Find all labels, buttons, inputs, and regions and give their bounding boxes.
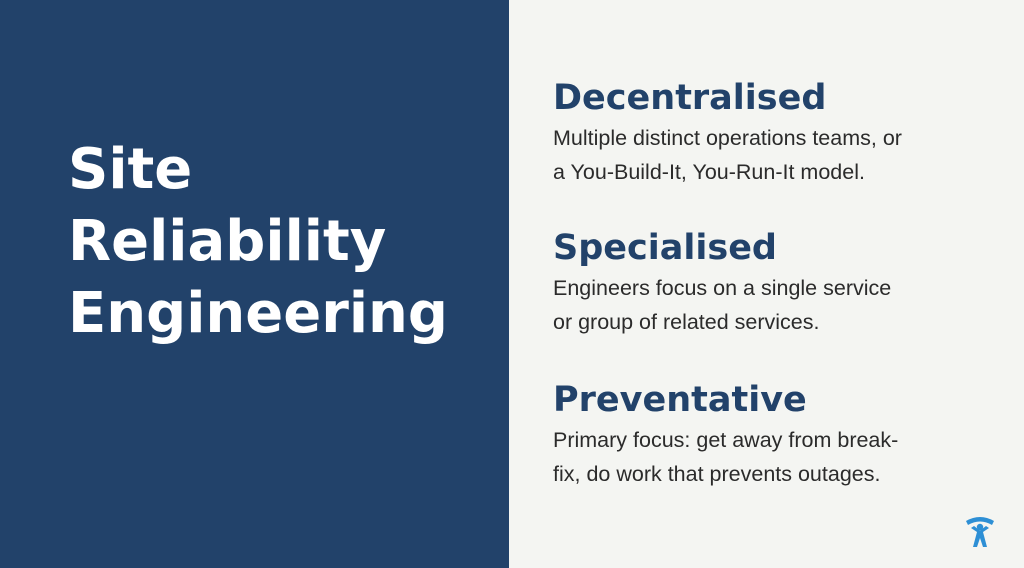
section-heading: Specialised	[553, 228, 777, 268]
atlassian-team-icon	[966, 517, 994, 547]
slide-title-line: Site	[68, 137, 193, 202]
section-body-line: Multiple distinct operations teams, or	[553, 126, 902, 150]
section-body-line: fix, do work that prevents outages.	[553, 462, 881, 486]
section-body-line: a You-Build-It, You-Run-It model.	[553, 160, 865, 184]
section-heading: Preventative	[553, 380, 807, 420]
logo-arc	[966, 517, 994, 525]
slide-title: Site Reliability Engineering	[68, 134, 488, 350]
logo-head	[976, 523, 984, 531]
content-panel: Decentralised Multiple distinct operatio…	[509, 0, 1024, 568]
slide-title-line: Reliability	[68, 209, 387, 274]
section-body: Multiple distinct operations teams, or a…	[553, 121, 993, 189]
section-body-line: or group of related services.	[553, 310, 820, 334]
section-body: Engineers focus on a single service or g…	[553, 271, 993, 339]
slide-title-line: Engineering	[68, 281, 448, 346]
section-body-line: Engineers focus on a single service	[553, 276, 892, 300]
section-body-line: Primary focus: get away from break-	[553, 428, 899, 452]
section-heading: Decentralised	[553, 78, 827, 118]
title-panel: Site Reliability Engineering	[0, 0, 509, 568]
logo-body	[971, 526, 989, 547]
section-preventative: Preventative Primary focus: get away fro…	[553, 378, 993, 491]
section-decentralised: Decentralised Multiple distinct operatio…	[553, 76, 993, 189]
section-body: Primary focus: get away from break- fix,…	[553, 423, 993, 491]
section-specialised: Specialised Engineers focus on a single …	[553, 226, 993, 339]
